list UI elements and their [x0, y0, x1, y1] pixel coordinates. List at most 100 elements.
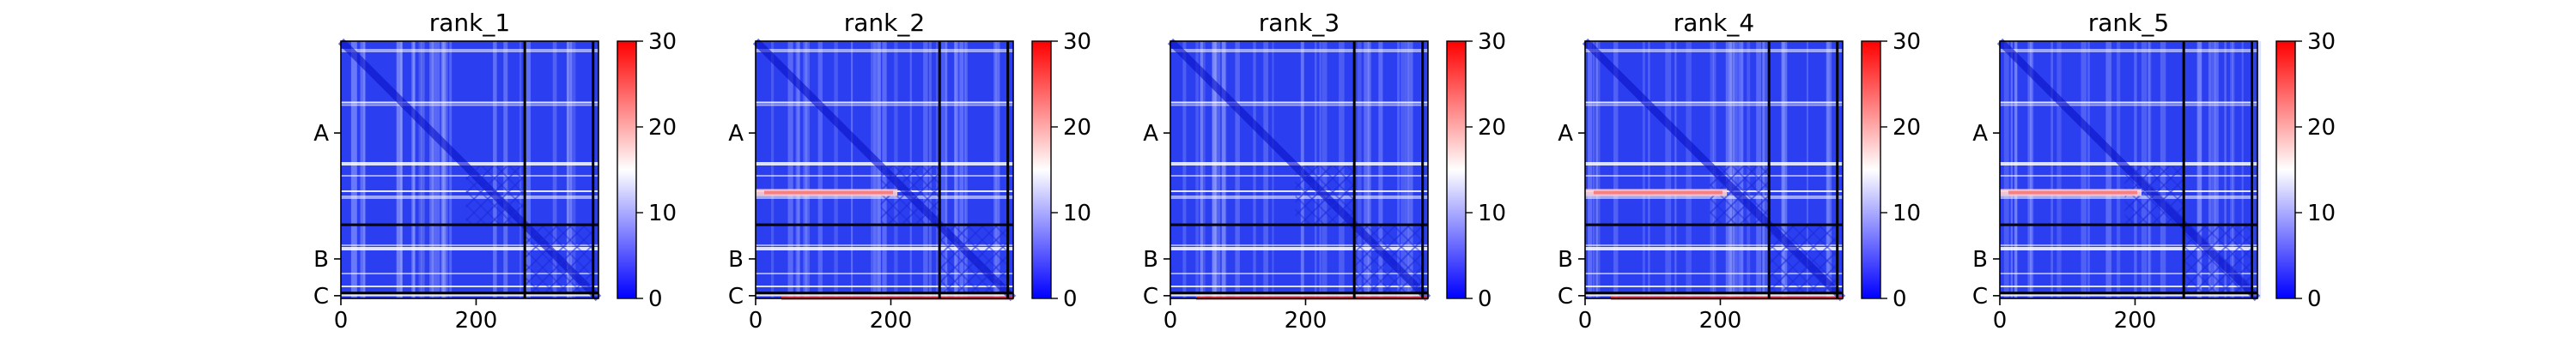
- x-tick-label: 200: [2114, 308, 2157, 334]
- colorbar-frame: [1446, 40, 1467, 299]
- heatmap-column-texture: [360, 41, 366, 298]
- colorbar-tick-label: 20: [1478, 115, 1506, 141]
- heatmap-row-stripe: [341, 101, 598, 104]
- heatmap-column-texture: [1253, 41, 1256, 298]
- heatmap-column-texture: [2241, 41, 2244, 298]
- heatmap-row-stripe: [1170, 247, 1428, 250]
- y-tick-label: C: [1558, 284, 1573, 310]
- heatmap-column-texture: [435, 41, 440, 298]
- heatmap-row-stripe: [756, 286, 1013, 287]
- heatmap-column-texture: [1665, 41, 1672, 298]
- heatmap-column-texture: [1367, 41, 1371, 298]
- heatmap-column-texture: [1214, 41, 1221, 298]
- y-tick-label: A: [1143, 121, 1158, 147]
- colorbar-frame: [2275, 40, 2296, 299]
- heatmap-column-texture: [1588, 41, 1593, 298]
- heatmap-column-texture: [1674, 41, 1677, 298]
- heatmap-column-texture: [411, 41, 415, 298]
- heatmap-column-texture: [2230, 41, 2234, 298]
- y-tick-label: C: [728, 284, 744, 310]
- heatmap-column-texture: [2208, 41, 2212, 298]
- heatmap-column-texture: [2232, 41, 2235, 298]
- x-tick-label: 200: [1699, 308, 1742, 334]
- heatmap-row-stripe: [2000, 49, 2257, 52]
- heatmap-column-texture: [1263, 41, 1269, 298]
- colorbar-tick-label: 0: [648, 286, 663, 312]
- y-tick-label: C: [1972, 284, 1988, 310]
- heatmap-column-texture: [1826, 41, 1830, 298]
- colorbar-tick-label: 20: [648, 115, 677, 141]
- heatmap-row-stripe: [2000, 286, 2257, 287]
- heatmap-crosshatch: [1354, 225, 1423, 293]
- heatmap-row-stripe: [756, 101, 1013, 104]
- heatmap-row-stripe: [2000, 273, 2257, 274]
- heatmap-column-texture: [1642, 41, 1645, 298]
- y-tick-label: B: [313, 247, 329, 273]
- heatmap-column-texture: [965, 41, 968, 298]
- panel-title: rank_2: [844, 9, 925, 37]
- colorbar-tick-label: 10: [1893, 201, 1921, 226]
- heatmap-row-stripe: [1170, 49, 1428, 52]
- heatmap-column-texture: [2050, 41, 2053, 298]
- colorbar-tick-label: 10: [1063, 201, 1091, 226]
- heatmap-column-texture: [2211, 41, 2216, 298]
- heatmap-column-texture: [1200, 41, 1203, 298]
- heatmap-column-texture: [400, 41, 403, 298]
- panel-title: rank_5: [2088, 9, 2169, 37]
- heatmap-row-stripe: [1170, 101, 1428, 104]
- x-tick-label: 0: [334, 308, 349, 334]
- heatmap-column-texture: [770, 41, 775, 298]
- colorbar-tick-label: 10: [1478, 201, 1506, 226]
- heatmap-column-texture: [945, 41, 948, 298]
- heatmap-column-texture: [2087, 41, 2090, 298]
- heatmap-red-stripe: [1594, 190, 1722, 195]
- heatmap-column-texture: [1364, 41, 1370, 298]
- heatmap-frame: [755, 40, 1014, 299]
- heatmap-column-texture: [1686, 41, 1692, 298]
- heatmap-column-texture: [525, 41, 532, 298]
- x-tick-label: 200: [455, 308, 498, 334]
- heatmap-row-stripe: [2000, 247, 2257, 250]
- heatmap-row-stripe: [1170, 273, 1428, 274]
- y-tick-label: A: [1972, 121, 1988, 147]
- heatmap-row-stripe: [341, 294, 598, 297]
- heatmap-column-texture: [797, 41, 801, 298]
- heatmap-row-stripe: [1170, 294, 1428, 297]
- heatmap-column-texture: [1595, 41, 1598, 298]
- heatmap-crosshatch: [525, 225, 593, 293]
- heatmap-column-texture: [1195, 41, 1200, 298]
- y-tick-label: B: [1972, 247, 1988, 273]
- heatmap-column-texture: [566, 41, 569, 298]
- heatmap-row-stripe: [1585, 286, 1843, 287]
- heatmap-column-texture: [1357, 41, 1362, 298]
- heatmap-column-texture: [954, 41, 957, 298]
- heatmap-column-texture: [440, 41, 447, 298]
- heatmap-column-texture: [1782, 41, 1788, 298]
- heatmap-row-stripe: [1585, 101, 1843, 104]
- heatmap-crosshatch: [2184, 225, 2252, 293]
- heatmap-row-stripe: [756, 247, 1013, 250]
- y-tick-label: A: [1558, 121, 1573, 147]
- heatmap-frame: [340, 40, 599, 299]
- heatmap-row-stripe: [756, 244, 1013, 246]
- heatmap-row-stripe: [1170, 244, 1428, 246]
- y-tick-label: A: [728, 121, 744, 147]
- heatmap-row-stripe: [341, 162, 598, 165]
- heatmap-row-stripe: [1585, 294, 1843, 297]
- heatmap-column-texture: [834, 41, 838, 298]
- heatmap-column-texture: [1593, 41, 1595, 298]
- colorbar-tick-label: 0: [1893, 286, 1907, 312]
- colorbar-tick-label: 0: [1478, 286, 1492, 312]
- heatmap-column-texture: [2030, 41, 2032, 298]
- heatmap-column-texture: [1397, 41, 1400, 298]
- heatmap-column-texture: [1405, 41, 1409, 298]
- heatmap-row-stripe: [341, 104, 598, 106]
- x-tick-label: 0: [1163, 308, 1178, 334]
- heatmap-row-stripe: [1170, 286, 1428, 287]
- heatmap-column-texture: [2057, 41, 2062, 298]
- heatmap-row-stripe: [2000, 244, 2257, 246]
- heatmap-column-texture: [1182, 41, 1187, 298]
- colorbar-tick-label: 0: [2307, 286, 2322, 312]
- heatmap-column-texture: [872, 41, 877, 298]
- heatmap-row-stripe: [341, 49, 598, 52]
